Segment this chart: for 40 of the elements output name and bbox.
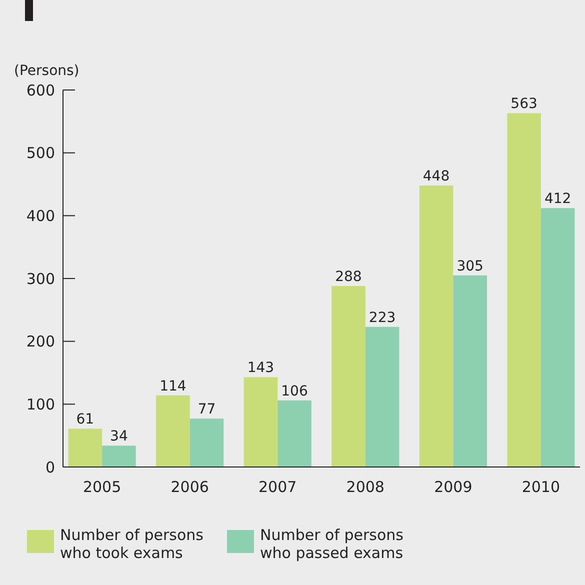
bar — [68, 428, 102, 467]
bar — [453, 275, 487, 467]
y-tick-label: 300 — [26, 270, 55, 288]
x-tick-label: 2007 — [258, 478, 297, 496]
legend-label: Number of persons who passed exams — [260, 526, 404, 562]
bar — [507, 113, 541, 467]
y-tick-label: 400 — [26, 206, 55, 225]
data-label: 61 — [76, 412, 94, 428]
data-label: 34 — [110, 428, 128, 445]
bar — [244, 377, 278, 467]
data-label: 114 — [160, 378, 186, 394]
bar — [540, 208, 575, 467]
x-tick-label: 2005 — [82, 478, 122, 496]
x-tick-label: 2010 — [522, 478, 560, 496]
x-tick-label: 2006 — [170, 478, 209, 496]
bar — [102, 446, 136, 467]
y-tick-label: 500 — [26, 144, 55, 162]
y-axis-title: (Persons) — [14, 63, 80, 79]
y-tick-label: 600 — [26, 81, 55, 100]
bar — [156, 395, 190, 467]
data-label: 106 — [281, 383, 308, 400]
data-label: 143 — [247, 360, 274, 376]
bar — [419, 186, 454, 467]
x-tick-label: 2009 — [434, 478, 472, 496]
data-label: 305 — [456, 258, 484, 274]
y-tick-label: 200 — [26, 332, 55, 351]
bar — [278, 400, 312, 467]
bar — [365, 326, 400, 467]
data-label: 563 — [510, 96, 538, 112]
x-tick-label: 2008 — [346, 478, 384, 496]
data-label: 448 — [422, 168, 450, 185]
data-label: 288 — [335, 269, 362, 286]
data-label: 77 — [198, 402, 216, 418]
data-label: 223 — [368, 310, 396, 326]
bar — [332, 286, 366, 467]
y-tick-label: 100 — [26, 395, 55, 414]
legend-label: Number of persons who took exams — [60, 526, 204, 562]
data-label: 412 — [544, 191, 572, 208]
bar — [190, 418, 224, 467]
y-tick-label: 0 — [45, 458, 55, 476]
